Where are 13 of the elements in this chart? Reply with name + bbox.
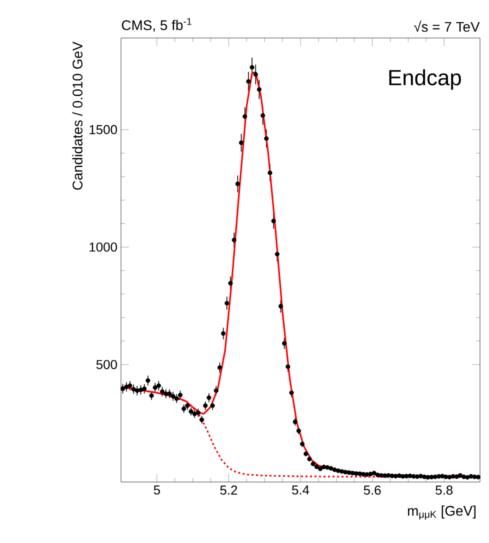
x-tick-label: 5.6 — [364, 486, 381, 495]
y-axis-title: Candidates / 0.010 GeV — [72, 42, 82, 190]
annotation: Endcap — [389, 69, 461, 90]
y-tick-label: 1000 — [90, 242, 117, 252]
y-tick-label: 500 — [96, 360, 117, 370]
chart-title: CMS, 5 fb$^{-1}$ — [122, 18, 192, 32]
x-tick-label: 5.4 — [292, 486, 310, 495]
x-tick-label: 5.8 — [436, 486, 453, 495]
x-tick-label: 5 — [154, 486, 160, 495]
x-tick-label: 5.2 — [220, 486, 238, 495]
text: √s = 7 TeV — [414, 20, 480, 32]
x-axis-title: m$_{μμK}$ [GeV] — [408, 506, 476, 520]
y-tick-label: 1500 — [90, 125, 117, 134]
